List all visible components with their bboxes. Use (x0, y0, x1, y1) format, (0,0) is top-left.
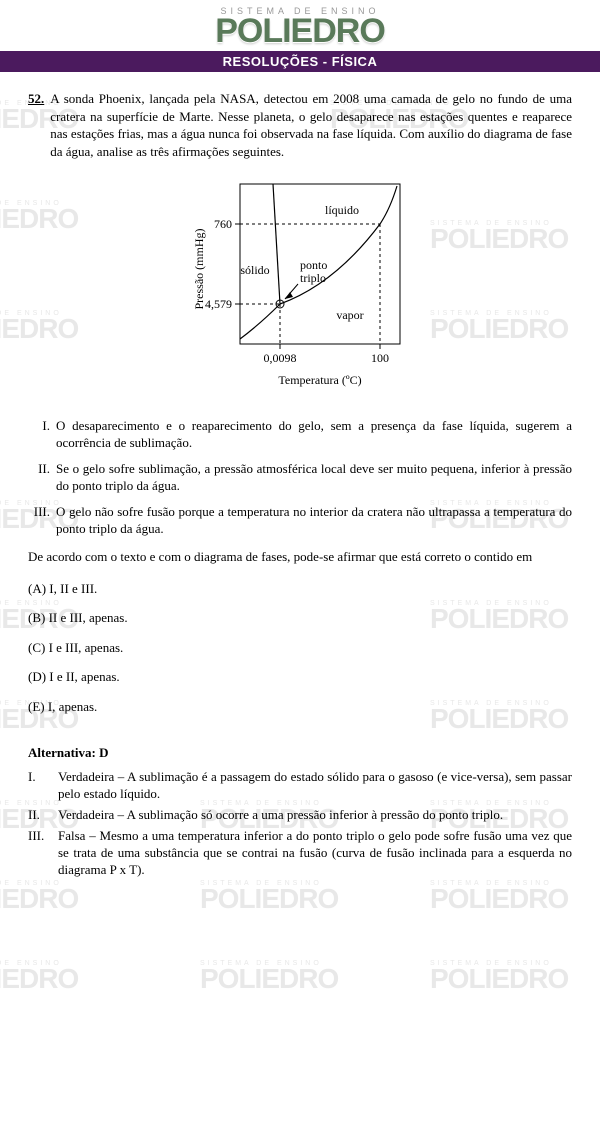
triple-point-label-2: triplo (300, 271, 326, 285)
exp-roman-II: II. (28, 807, 52, 824)
question-number: 52. (28, 90, 44, 160)
option-A[interactable]: (A) I, II e III. (28, 580, 572, 598)
explanations-list: I. Verdadeira – A sublimação é a passage… (0, 769, 600, 898)
question-text: A sonda Phoenix, lançada pela NASA, dete… (50, 90, 572, 160)
region-vapor: vapor (336, 308, 363, 322)
explanation-II-text: Verdadeira – A sublimação só ocorre a um… (58, 807, 503, 824)
region-liquid: líquido (325, 203, 359, 217)
exp-roman-I: I. (28, 769, 52, 803)
diagram-ylabel: Pressão (mmHg) (192, 229, 206, 310)
statement-III: III. O gelo não sofre fusão porque a tem… (28, 503, 572, 538)
option-B[interactable]: (B) II e III, apenas. (28, 609, 572, 627)
triple-point-label-1: ponto (300, 258, 327, 272)
question-body: 52. A sonda Phoenix, lançada pela NASA, … (0, 72, 600, 739)
option-C[interactable]: (C) I e III, apenas. (28, 639, 572, 657)
ytick-4579: 4,579 (205, 297, 232, 311)
question-block: 52. A sonda Phoenix, lançada pela NASA, … (28, 90, 572, 160)
explanation-I: I. Verdadeira – A sublimação é a passage… (28, 769, 572, 803)
question-prompt: De acordo com o texto e com o diagrama d… (28, 548, 572, 566)
roman-II: II. (28, 460, 50, 495)
statement-I-text: O desaparecimento e o reaparecimento do … (56, 417, 572, 452)
statement-II: II. Se o gelo sofre sublimação, a pressã… (28, 460, 572, 495)
page-header: SISTEMA DE ENSINO POLIEDRO (0, 0, 600, 51)
statement-I: I. O desaparecimento e o reaparecimento … (28, 417, 572, 452)
answer-label: Alternativa: D (0, 745, 600, 761)
explanation-III: III. Falsa – Mesmo a uma temperatura inf… (28, 828, 572, 879)
phase-diagram-svg: Pressão (mmHg) Temperatura (ºC) 760 4,57… (185, 174, 415, 394)
page-content: SISTEMA DE ENSINO POLIEDRO RESOLUÇÕES - … (0, 0, 600, 899)
explanation-I-text: Verdadeira – A sublimação é a passagem d… (58, 769, 572, 803)
statement-II-text: Se o gelo sofre sublimação, a pressão at… (56, 460, 572, 495)
header-brand: POLIEDRO (0, 12, 600, 51)
statement-III-text: O gelo não sofre fusão porque a temperat… (56, 503, 572, 538)
roman-I: I. (28, 417, 50, 452)
watermark: SISTEMA DE ENSINOPOLIEDRO (430, 960, 568, 993)
statements-list: I. O desaparecimento e o reaparecimento … (28, 417, 572, 538)
region-solid: sólido (240, 263, 269, 277)
watermark: SISTEMA DE ENSINOPOLIEDRO (200, 960, 338, 993)
xtick-100: 100 (371, 351, 389, 365)
xtick-00098: 0,0098 (264, 351, 297, 365)
ytick-760: 760 (214, 217, 232, 231)
options-list: (A) I, II e III. (B) II e III, apenas. (… (28, 580, 572, 716)
watermark: SISTEMA DE ENSINOPOLIEDRO (0, 960, 78, 993)
exp-roman-III: III. (28, 828, 52, 879)
explanation-III-text: Falsa – Mesmo a uma temperatura inferior… (58, 828, 572, 879)
roman-III: III. (28, 503, 50, 538)
explanation-II: II. Verdadeira – A sublimação só ocorre … (28, 807, 572, 824)
header-banner: RESOLUÇÕES - FÍSICA (0, 51, 600, 72)
option-E[interactable]: (E) I, apenas. (28, 698, 572, 716)
option-D[interactable]: (D) I e II, apenas. (28, 668, 572, 686)
phase-diagram: Pressão (mmHg) Temperatura (ºC) 760 4,57… (28, 174, 572, 399)
diagram-xlabel: Temperatura (ºC) (278, 373, 361, 387)
